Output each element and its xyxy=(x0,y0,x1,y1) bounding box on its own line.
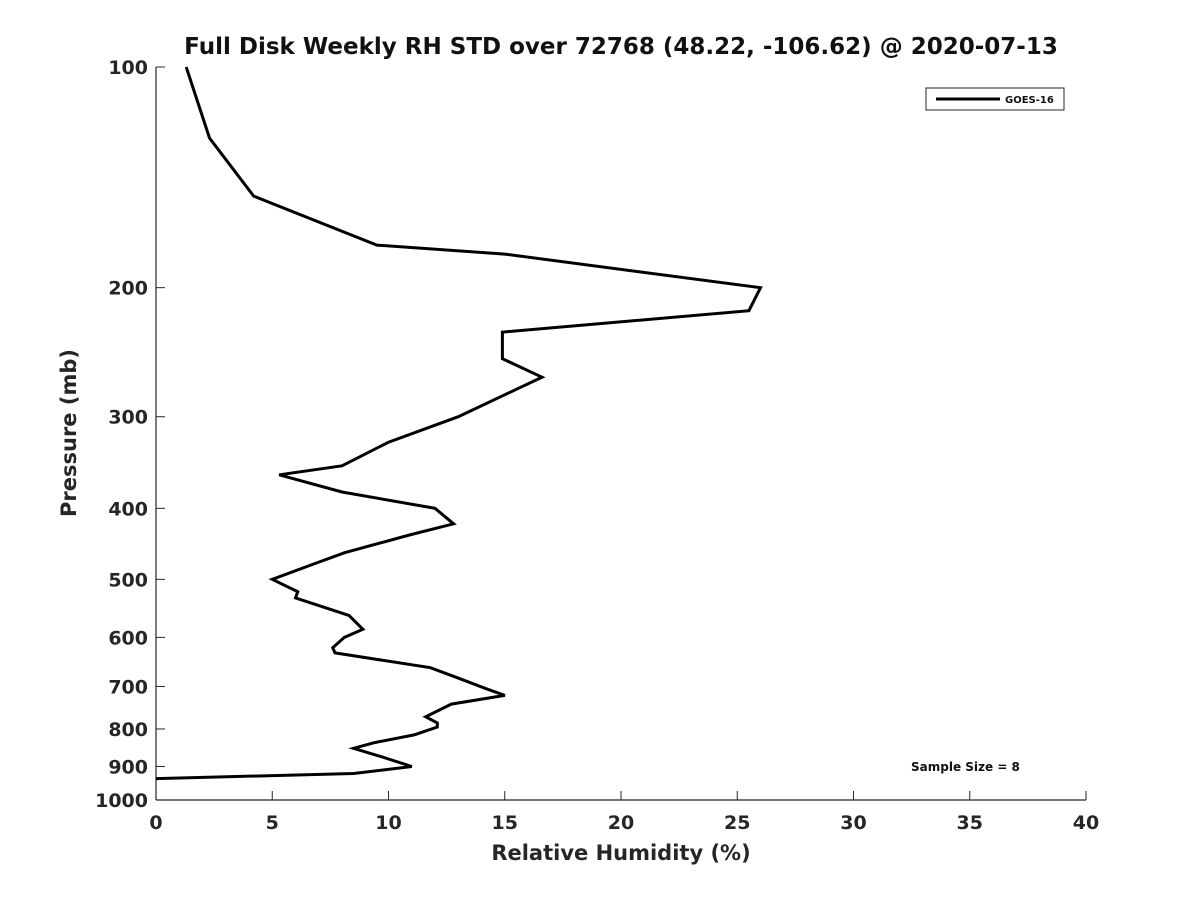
plot-area xyxy=(155,67,1086,801)
x-tick-label-35: 35 xyxy=(957,812,983,834)
chart-title: Full Disk Weekly RH STD over 72768 (48.2… xyxy=(184,34,1058,60)
x-tick-label-0: 0 xyxy=(149,812,162,834)
x-ticks: 0 5 10 15 20 25 30 35 40 xyxy=(149,791,1099,834)
legend-label-goes-16: GOES-16 xyxy=(1005,95,1054,106)
y-tick-label-1000: 1000 xyxy=(95,790,148,812)
y-tick-label-400: 400 xyxy=(108,498,148,520)
x-tick-label-40: 40 xyxy=(1073,812,1099,834)
x-tick-label-20: 20 xyxy=(608,812,634,834)
y-tick-label-100: 100 xyxy=(108,57,148,79)
x-tick-label-10: 10 xyxy=(375,812,401,834)
sample-size-annotation: Sample Size = 8 xyxy=(911,760,1020,774)
y-tick-label-500: 500 xyxy=(108,569,148,591)
legend: GOES-16 xyxy=(925,87,1065,111)
y-tick-label-800: 800 xyxy=(108,719,148,741)
y-ticks: 100 200 300 400 500 600 700 800 900 1000 xyxy=(95,57,165,812)
series-line-goes-16 xyxy=(155,66,763,781)
series-layer xyxy=(155,66,763,781)
x-tick-label-25: 25 xyxy=(724,812,750,834)
x-tick-label-30: 30 xyxy=(840,812,866,834)
y-tick-label-200: 200 xyxy=(108,278,148,300)
y-tick-label-700: 700 xyxy=(108,676,148,698)
x-tick-label-15: 15 xyxy=(492,812,518,834)
y-tick-label-300: 300 xyxy=(108,407,148,429)
x-tick-label-5: 5 xyxy=(266,812,279,834)
y-tick-label-600: 600 xyxy=(108,627,148,649)
y-axis-label: Pressure (mb) xyxy=(57,349,81,517)
y-tick-label-900: 900 xyxy=(108,756,148,778)
x-axis-label: Relative Humidity (%) xyxy=(491,841,750,865)
